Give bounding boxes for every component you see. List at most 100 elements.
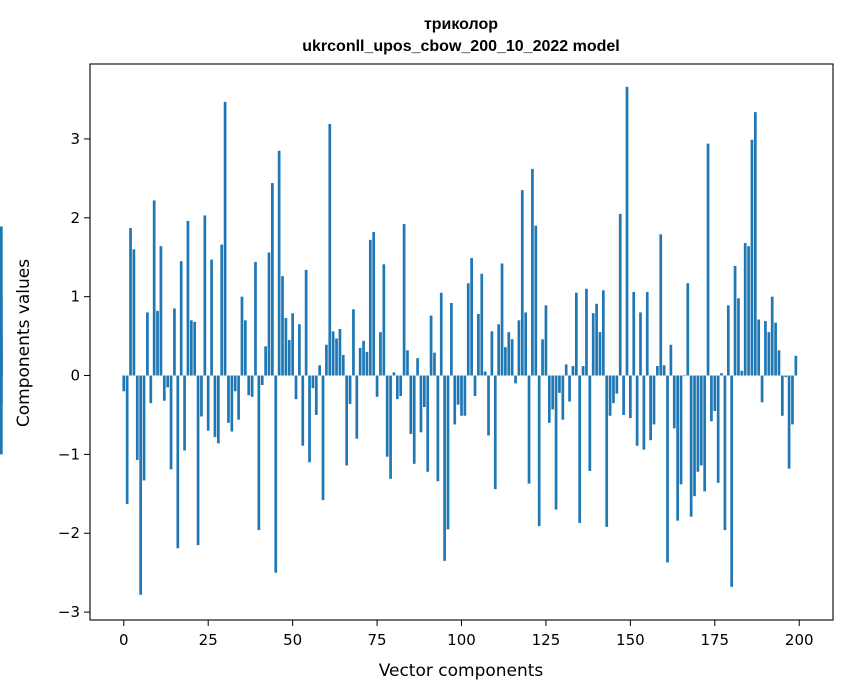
bar-component-135	[578, 375, 582, 523]
bar-component-53	[301, 375, 305, 446]
bar-component-181	[733, 265, 737, 376]
bar-component-117	[517, 320, 521, 376]
bar-component-131	[564, 364, 568, 376]
bar-component-40	[257, 375, 261, 531]
bar-component-9	[152, 200, 156, 376]
bar-component-177	[720, 373, 723, 376]
bar-component-169	[693, 375, 696, 497]
bar-component-26	[210, 259, 213, 376]
bar-component-19	[186, 220, 190, 376]
bar-component-199	[794, 355, 798, 376]
bar-component-72	[365, 351, 369, 376]
bar-component-25	[206, 375, 210, 431]
bar-component-164	[676, 375, 679, 521]
y-tick-label: 2	[70, 209, 80, 227]
x-axis-ticks: 0 25 50 75 100 125 150 175 200	[119, 620, 814, 649]
bar-component-96	[446, 375, 450, 530]
bar-component-127	[551, 375, 555, 410]
bar-component-30	[223, 101, 227, 376]
bar-component-undefined	[0, 349, 3, 376]
bar-component-65	[341, 355, 345, 376]
bar-component-3	[132, 249, 136, 376]
bar-component-39	[254, 261, 257, 376]
bar-component-152	[635, 375, 639, 446]
bar-component-61	[328, 123, 332, 376]
bar-component-190	[764, 321, 767, 376]
bar-component-155	[645, 291, 649, 376]
bar-component-28	[216, 375, 220, 444]
bar-component-148	[622, 375, 625, 415]
bar-component-66	[345, 375, 349, 466]
bar-component-153	[639, 312, 642, 376]
bar-component-121	[531, 168, 534, 376]
bar-component-158	[656, 366, 659, 376]
bar-component-115	[510, 339, 514, 376]
bar-component-81	[395, 375, 399, 400]
x-tick-label: 200	[785, 631, 814, 649]
bar-component-48	[284, 317, 288, 376]
bar-component-187	[753, 112, 757, 376]
bar-component-106	[480, 273, 484, 376]
bar-component-112	[500, 263, 504, 376]
bar-component-68	[352, 309, 355, 376]
bar-component-51	[294, 375, 298, 400]
bar-component-47	[281, 276, 284, 376]
bar-component-77	[382, 264, 386, 376]
bar-component-186	[750, 139, 754, 376]
bar-component-174	[710, 375, 713, 422]
bar-component-37	[247, 375, 251, 396]
bar-component-172	[703, 375, 707, 492]
x-tick-label: 125	[532, 631, 561, 649]
bar-component-87	[416, 358, 419, 376]
bar-component-97	[450, 302, 453, 376]
bar-component-10	[156, 310, 159, 376]
x-axis-label: Vector components	[379, 661, 544, 681]
bar-component-undefined	[0, 375, 3, 455]
bar-component-76	[379, 332, 382, 376]
bar-component-74	[372, 231, 376, 376]
bar-component-13	[166, 375, 170, 388]
bar-component-145	[612, 375, 615, 404]
bar-component-129	[558, 375, 561, 393]
bar-component-90	[426, 375, 430, 472]
bar-component-119	[524, 312, 528, 376]
bar-component-60	[325, 344, 328, 376]
bar-component-122	[534, 225, 538, 376]
bar-component-15	[173, 308, 176, 376]
bar-component-192	[770, 296, 774, 376]
bar-component-167	[686, 283, 690, 376]
bar-component-52	[298, 324, 301, 376]
bar-component-56	[311, 375, 315, 389]
y-axis-label: Components values	[14, 259, 34, 427]
bar-component-173	[706, 143, 710, 376]
y-tick-label: −3	[58, 603, 80, 621]
bar-component-54	[304, 269, 308, 376]
bar-component-95	[443, 375, 446, 561]
bar-component-128	[554, 375, 558, 510]
bar-component-55	[308, 375, 311, 463]
bar-component-156	[649, 375, 652, 441]
y-axis-ticks: −3 −2 −1 0 1 2 3	[58, 130, 90, 621]
y-tick-label: 0	[70, 367, 80, 385]
x-tick-label: 75	[368, 631, 387, 649]
bar-component-36	[244, 320, 247, 376]
bar-component-41	[260, 375, 264, 385]
bar-component-91	[429, 315, 433, 376]
bar-component-31	[227, 375, 230, 423]
bar-component-58	[318, 365, 321, 376]
bar-component-8	[149, 375, 153, 404]
bar-component-103	[470, 258, 473, 376]
bar-component-38	[250, 375, 254, 397]
bar-component-133	[571, 366, 575, 376]
bar-component-99	[456, 375, 460, 405]
bar-component-125	[544, 305, 548, 376]
bar-component-144	[608, 375, 612, 416]
bar-component-17	[179, 261, 183, 376]
bar-component-14	[169, 375, 173, 470]
bar-component-194	[777, 350, 781, 376]
bar-component-29	[220, 244, 224, 376]
bar-component-113	[504, 347, 507, 376]
bar-component-198	[791, 375, 794, 425]
bar-component-105	[477, 314, 480, 376]
bar-component-138	[588, 375, 592, 471]
